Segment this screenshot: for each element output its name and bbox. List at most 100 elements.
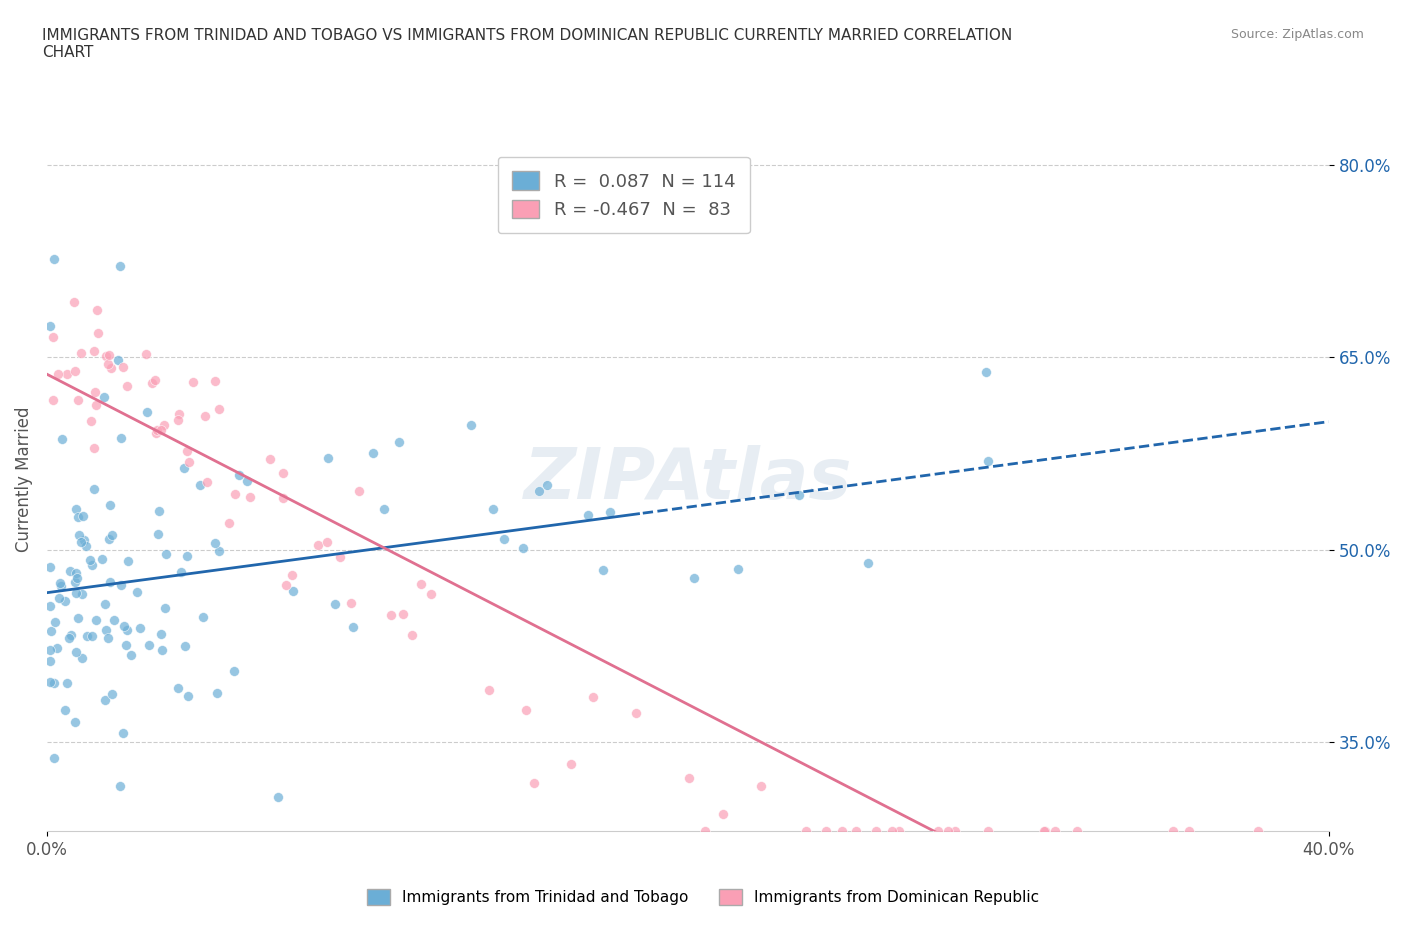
Point	[67, 509, 90, 524]
Point	[271, 491, 294, 506]
Point	[228, 468, 250, 483]
Point	[98, 498, 121, 512]
Point	[101, 686, 124, 701]
Point	[103, 613, 125, 628]
Point	[93, 597, 115, 612]
Point	[155, 546, 177, 561]
Point	[70, 535, 93, 550]
Point	[83, 441, 105, 456]
Point	[86, 302, 108, 317]
Point	[1043, 824, 1066, 839]
Point	[39, 643, 62, 658]
Point	[110, 578, 132, 592]
Point	[273, 465, 295, 480]
Point	[114, 637, 136, 652]
Point	[87, 326, 110, 340]
Point	[65, 586, 87, 601]
Point	[44, 251, 66, 266]
Point	[787, 487, 810, 502]
Text: ZIPAtlas: ZIPAtlas	[523, 445, 852, 513]
Point	[96, 348, 118, 363]
Point	[323, 597, 346, 612]
Point	[83, 384, 105, 399]
Point	[117, 553, 139, 568]
Point	[1247, 824, 1270, 839]
Point	[340, 596, 363, 611]
Point	[342, 619, 364, 634]
Point	[39, 599, 62, 614]
Point	[79, 552, 101, 567]
Point	[110, 431, 132, 445]
Point	[177, 455, 200, 470]
Point	[63, 715, 86, 730]
Point	[39, 654, 62, 669]
Point	[529, 484, 551, 498]
Point	[194, 408, 217, 423]
Point	[63, 364, 86, 379]
Point	[93, 390, 115, 405]
Point	[943, 824, 966, 839]
Point	[1066, 824, 1088, 839]
Point	[112, 618, 135, 633]
Point	[48, 591, 70, 605]
Point	[695, 824, 717, 839]
Point	[224, 486, 246, 501]
Point	[281, 583, 304, 598]
Point	[236, 473, 259, 488]
Point	[51, 579, 73, 594]
Point	[83, 481, 105, 496]
Y-axis label: Currently Married: Currently Married	[15, 406, 32, 551]
Point	[145, 425, 167, 440]
Point	[205, 685, 228, 700]
Text: IMMIGRANTS FROM TRINIDAD AND TOBAGO VS IMMIGRANTS FROM DOMINICAN REPUBLIC CURREN: IMMIGRANTS FROM TRINIDAD AND TOBAGO VS I…	[42, 28, 1012, 60]
Point	[188, 477, 211, 492]
Point	[845, 824, 868, 839]
Point	[53, 593, 76, 608]
Point	[70, 345, 93, 360]
Point	[523, 776, 546, 790]
Point	[55, 366, 77, 381]
Point	[73, 532, 96, 547]
Point	[380, 607, 402, 622]
Point	[711, 806, 734, 821]
Point	[307, 538, 329, 552]
Point	[267, 790, 290, 804]
Point	[39, 623, 62, 638]
Point	[39, 319, 62, 334]
Point	[176, 444, 198, 458]
Point	[280, 567, 302, 582]
Point	[59, 564, 82, 578]
Point	[125, 584, 148, 599]
Point	[97, 347, 120, 362]
Point	[53, 702, 76, 717]
Point	[349, 484, 371, 498]
Point	[80, 414, 103, 429]
Point	[482, 501, 505, 516]
Point	[65, 644, 87, 659]
Point	[460, 418, 482, 432]
Point	[318, 450, 340, 465]
Point	[167, 681, 190, 696]
Point	[76, 629, 98, 644]
Point	[56, 676, 79, 691]
Point	[392, 606, 415, 621]
Point	[191, 610, 214, 625]
Point	[150, 643, 173, 658]
Point	[83, 343, 105, 358]
Point	[42, 751, 65, 765]
Point	[316, 535, 339, 550]
Point	[128, 620, 150, 635]
Point	[44, 614, 66, 629]
Point	[865, 824, 887, 839]
Point	[794, 824, 817, 839]
Point	[831, 824, 853, 839]
Point	[117, 379, 139, 393]
Point	[100, 361, 122, 376]
Point	[63, 574, 86, 589]
Point	[401, 628, 423, 643]
Point	[97, 356, 120, 371]
Point	[58, 631, 80, 645]
Point	[727, 562, 749, 577]
Point	[388, 435, 411, 450]
Point	[373, 501, 395, 516]
